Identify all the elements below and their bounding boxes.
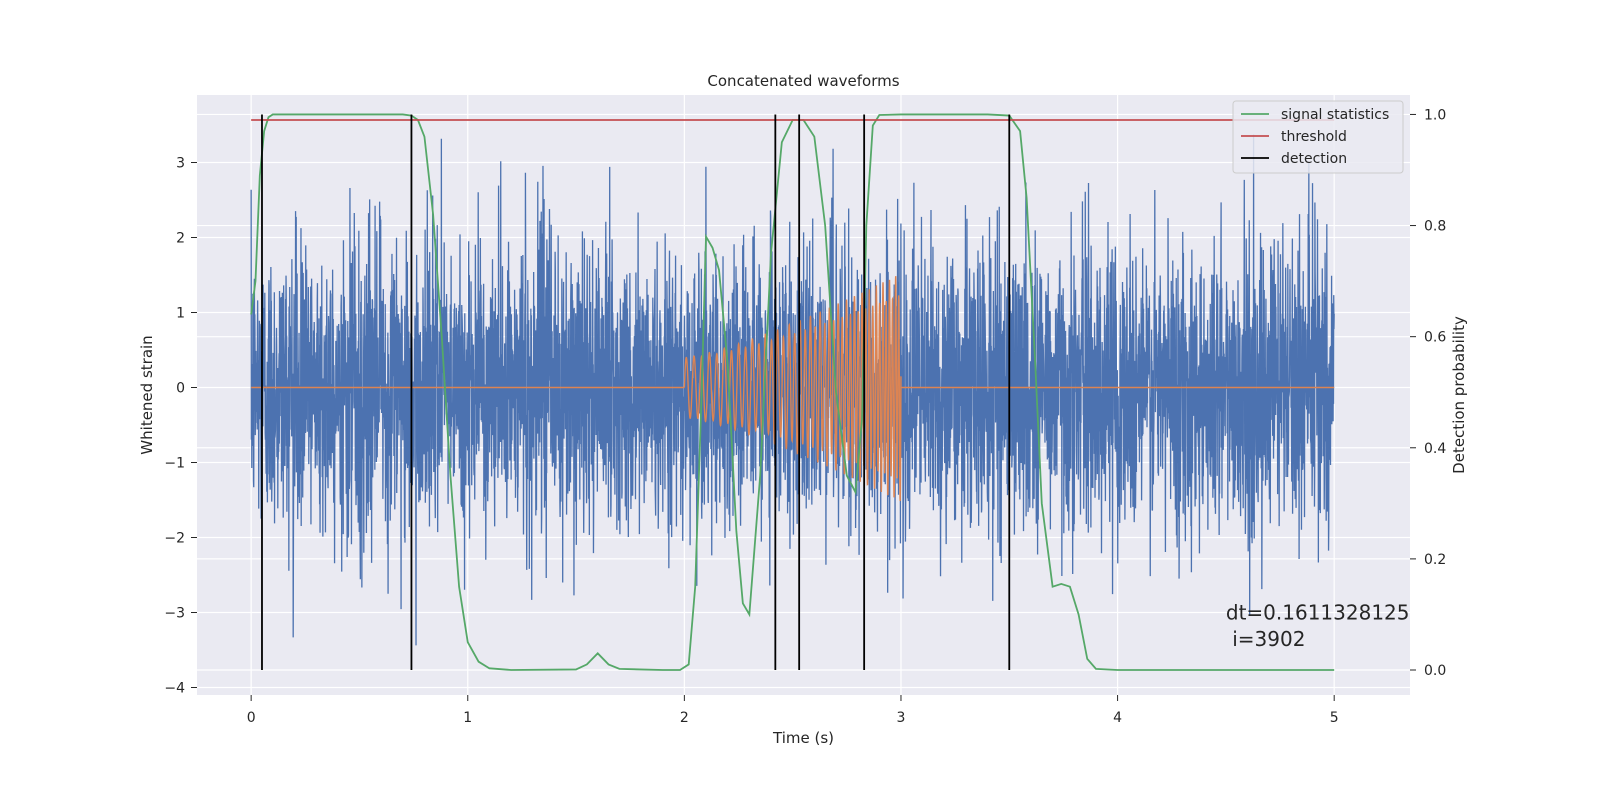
- y-right-tick-label: 0.2: [1424, 552, 1446, 568]
- legend-label: threshold: [1281, 129, 1347, 145]
- y-right-tick-label: 0.8: [1424, 219, 1446, 235]
- chart-title: Concatenated waveforms: [707, 72, 899, 90]
- x-tick-label: 0: [247, 710, 256, 726]
- y-right-tick-label: 0.4: [1424, 441, 1446, 457]
- annotation-text: dt=0.1611328125: [1226, 601, 1410, 625]
- y-tick-label: 2: [176, 231, 185, 247]
- y-axis-label: Whitened strain: [138, 335, 156, 454]
- y-tick-label: −1: [164, 456, 185, 472]
- legend-label: detection: [1281, 151, 1347, 167]
- y-right-tick-label: 1.0: [1424, 107, 1446, 123]
- data-layer: [250, 113, 1335, 671]
- legend: signal statistics threshold detection: [1232, 100, 1404, 174]
- y-tick-label: 1: [176, 306, 185, 322]
- y-right-tick-label: 0.6: [1424, 330, 1446, 346]
- y-tick-label: −3: [164, 606, 185, 622]
- x-tick-label: 1: [463, 710, 472, 726]
- x-tick-label: 5: [1330, 710, 1339, 726]
- annotation-text: i=3902: [1226, 627, 1306, 651]
- y-tick-label: −2: [164, 531, 185, 547]
- annotations: dt=0.1611328125 i=3902: [1226, 601, 1410, 651]
- axes: 0 1 2 3 4 5 −4 −3 −2 −1 0 1 2 3 0.0 0.2 0.4 0.6 0.8 1.0: [164, 107, 1446, 726]
- signal-statistics-line: [250, 113, 1335, 671]
- y-axis-right-label: Detection probability: [1450, 316, 1468, 474]
- legend-label: signal statistics: [1281, 107, 1389, 123]
- y-tick-label: 3: [176, 156, 185, 172]
- legend-box: [1232, 100, 1404, 174]
- x-tick-label: 2: [680, 710, 689, 726]
- y-right-tick-label: 0.0: [1424, 663, 1446, 679]
- y-tick-label: −4: [164, 681, 185, 697]
- x-axis-label: Time (s): [772, 729, 834, 747]
- y-tick-label: 0: [176, 381, 185, 397]
- x-tick-label: 4: [1113, 710, 1122, 726]
- x-tick-label: 3: [897, 710, 906, 726]
